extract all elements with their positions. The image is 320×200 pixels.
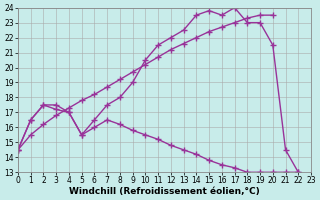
X-axis label: Windchill (Refroidissement éolien,°C): Windchill (Refroidissement éolien,°C): [69, 187, 260, 196]
